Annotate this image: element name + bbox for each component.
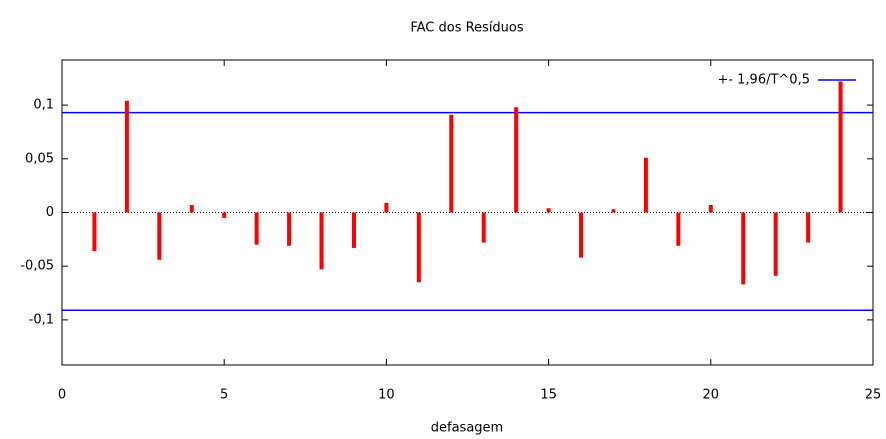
x-tick-label: 10 xyxy=(378,388,395,403)
acf-bar xyxy=(838,81,843,213)
acf-bar xyxy=(92,212,97,252)
x-tick-label: 5 xyxy=(220,388,228,403)
acf-bar xyxy=(643,157,648,213)
acf-bar xyxy=(579,212,584,258)
acf-bar xyxy=(741,212,746,285)
x-tick-label: 25 xyxy=(865,388,882,403)
acf-bar xyxy=(773,212,778,276)
y-tick-label: -0,1 xyxy=(29,312,54,327)
legend-label: +- 1,96/T^0,5 xyxy=(717,73,810,88)
acf-bar xyxy=(708,204,713,213)
acf-bar xyxy=(416,212,421,283)
acf-bar xyxy=(287,212,292,246)
acf-bar xyxy=(676,212,681,246)
y-tick-label: -0,05 xyxy=(20,259,54,274)
acf-bar xyxy=(611,209,616,213)
acf-bar xyxy=(514,107,519,213)
x-tick-label: 20 xyxy=(703,388,720,403)
acf-bar xyxy=(546,208,551,213)
x-tick-label: 15 xyxy=(540,388,557,403)
acf-bar xyxy=(189,204,194,213)
y-tick-label: 0,1 xyxy=(33,98,54,113)
acf-bar xyxy=(351,212,356,248)
acf-bar xyxy=(254,212,259,245)
acf-bar xyxy=(222,212,227,218)
y-tick-label: 0,05 xyxy=(25,151,54,166)
x-tick-label: 0 xyxy=(58,388,66,403)
acf-bar xyxy=(124,100,129,213)
acf-bar xyxy=(384,202,389,213)
acf-bar xyxy=(157,212,162,260)
acf-bar xyxy=(449,114,454,213)
chart-title: FAC dos Resíduos xyxy=(410,21,524,36)
y-tick-label: 0 xyxy=(46,205,54,220)
acf-bar xyxy=(806,212,811,243)
acf-bar xyxy=(319,212,324,270)
acf-bar xyxy=(481,212,486,243)
x-axis-label: defasagem xyxy=(431,421,503,436)
